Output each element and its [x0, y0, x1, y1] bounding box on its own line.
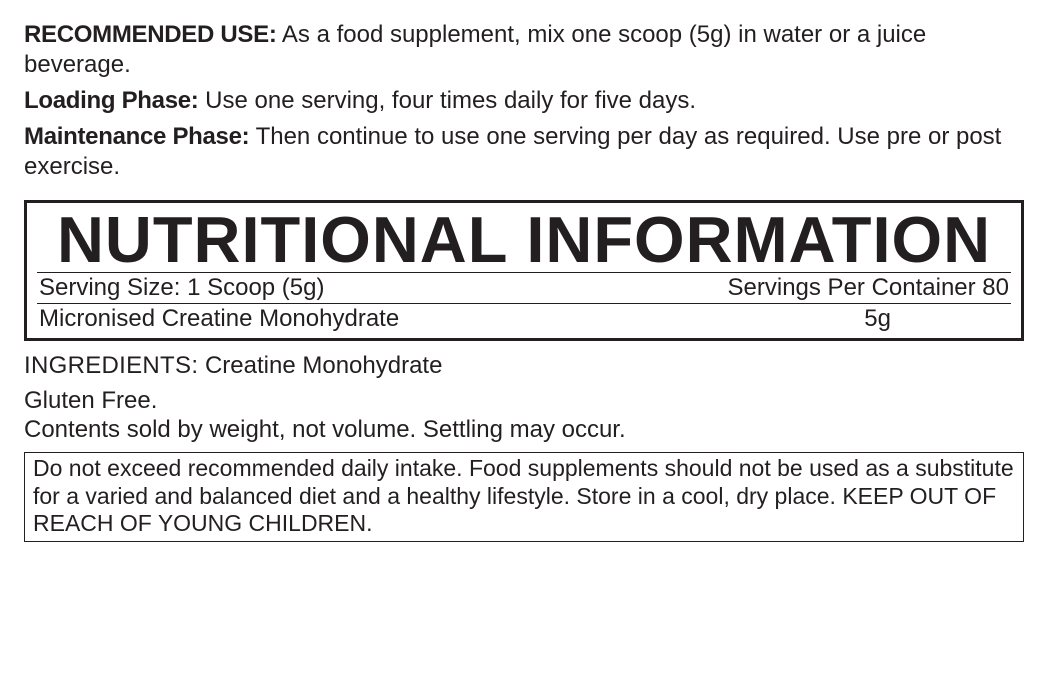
- recommended-use: RECOMMENDED USE: As a food supplement, m…: [24, 20, 1024, 80]
- loading-phase-label: Loading Phase:: [24, 87, 199, 114]
- recommended-use-label: RECOMMENDED USE:: [24, 21, 277, 48]
- nutrient-row: Micronised Creatine Monohydrate 5g: [37, 303, 1011, 334]
- serving-size: Serving Size: 1 Scoop (5g): [39, 274, 324, 303]
- loading-phase-text: Use one serving, four times daily for fi…: [199, 87, 697, 114]
- maintenance-phase: Maintenance Phase: Then continue to use …: [24, 122, 1024, 182]
- warning-text: Do not exceed recommended daily intake. …: [33, 455, 1015, 536]
- allergen-line: Gluten Free.: [24, 386, 1024, 415]
- directions-block: RECOMMENDED USE: As a food supplement, m…: [24, 20, 1024, 182]
- ingredients-label: INGREDIENTS:: [24, 352, 198, 379]
- servings-per-container: Servings Per Container 80: [728, 274, 1009, 303]
- loading-phase: Loading Phase: Use one serving, four tim…: [24, 86, 1024, 116]
- maintenance-phase-label: Maintenance Phase:: [24, 123, 249, 150]
- ingredients-line: INGREDIENTS: Creatine Monohydrate: [24, 351, 1024, 380]
- below-panel: INGREDIENTS: Creatine Monohydrate Gluten…: [24, 351, 1024, 445]
- warning-box: Do not exceed recommended daily intake. …: [24, 452, 1024, 541]
- nutrition-panel: NUTRITIONAL INFORMATION Serving Size: 1 …: [24, 200, 1024, 341]
- nutrient-amount: 5g: [864, 305, 891, 334]
- nutrition-title: NUTRITIONAL INFORMATION: [37, 203, 1011, 272]
- settling-line: Contents sold by weight, not volume. Set…: [24, 415, 1024, 444]
- nutrient-name: Micronised Creatine Monohydrate: [39, 305, 399, 334]
- ingredients-text: Creatine Monohydrate: [198, 352, 442, 379]
- serving-row: Serving Size: 1 Scoop (5g) Servings Per …: [37, 272, 1011, 303]
